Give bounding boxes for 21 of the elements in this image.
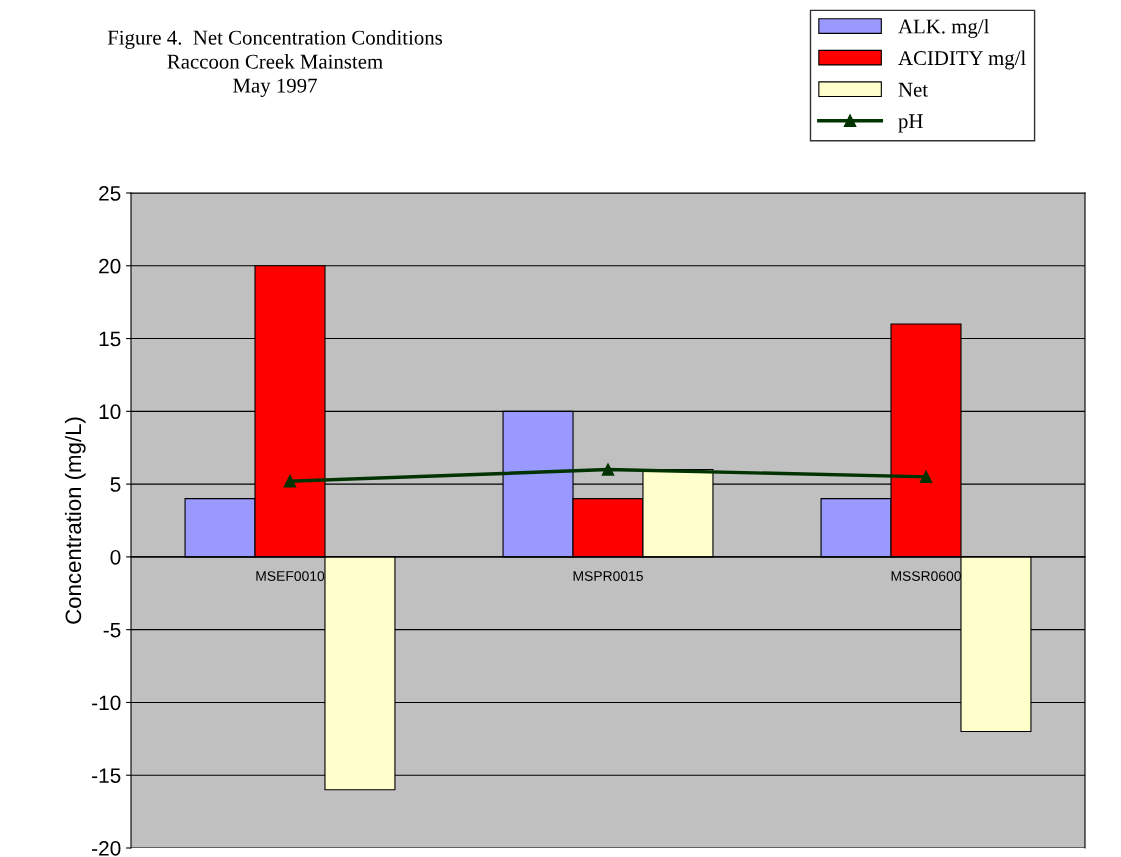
chart-title: Figure 4. Net Concentration Conditions Raccoon Creek Mainstem May 1997	[107, 30, 443, 97]
y-tick-label: -10	[92, 695, 121, 711]
x-tick-label: MSEF0010	[256, 571, 325, 581]
point	[601, 463, 615, 476]
y-tick-label: 25	[99, 186, 121, 201]
legend-label: ALK. mg/l	[898, 18, 990, 38]
y-tick-label: 20	[99, 258, 121, 274]
y-tick-label: 0	[110, 549, 121, 565]
legend-label: Net	[898, 82, 928, 97]
y-tick-label: -20	[92, 841, 121, 856]
y-tick-label: 15	[99, 331, 121, 347]
y-axis-title: Concentration (mg/L)	[64, 417, 86, 624]
point	[919, 470, 933, 484]
point	[283, 474, 297, 488]
y-tick-label: -5	[103, 622, 121, 638]
x-tick-label: MSPR0015	[573, 571, 643, 581]
y-tick-label: 10	[99, 404, 121, 420]
y-tick-label: -15	[92, 768, 121, 783]
legend-label: ACIDITY mg/l	[898, 50, 1026, 70]
legend-label: pH	[898, 114, 923, 133]
y-tick-label: 5	[110, 477, 121, 492]
